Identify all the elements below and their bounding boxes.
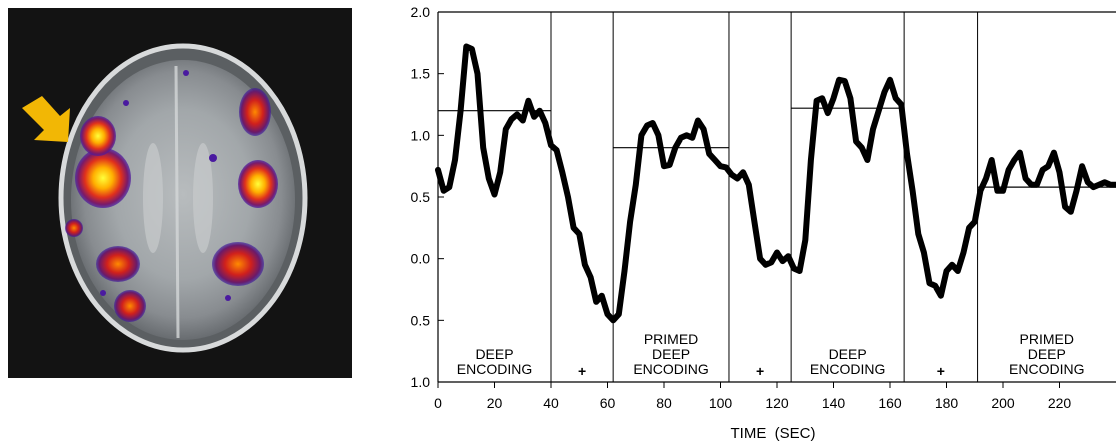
x-axis: 0 20 40 60 80 100 120 140 160 180 200 220 bbox=[434, 382, 1071, 411]
condition-label: PRIMED bbox=[1020, 331, 1074, 347]
condition-label: ENCODING bbox=[457, 361, 532, 377]
y-tick-label: 0.5 bbox=[411, 312, 431, 328]
x-tick-label: 160 bbox=[878, 395, 902, 411]
activation-blob bbox=[80, 116, 116, 156]
activation-blob bbox=[239, 88, 271, 136]
midline-fissure bbox=[174, 65, 180, 339]
y-tick-label: 0.0 bbox=[411, 251, 431, 267]
activation-speck bbox=[123, 100, 129, 106]
activation-blob bbox=[75, 148, 131, 208]
x-tick-label: 180 bbox=[935, 395, 959, 411]
y-axis: 2.0 1.5 1.0 0.5 0.0 0.5 1.0 bbox=[411, 4, 444, 390]
plot-frame bbox=[437, 11, 1116, 383]
y-tick-label: 1.0 bbox=[411, 374, 431, 390]
x-tick-label: 120 bbox=[765, 395, 789, 411]
right-ventricle bbox=[193, 143, 213, 253]
x-tick-label: 20 bbox=[487, 395, 503, 411]
condition-label: PRIMED bbox=[644, 331, 698, 347]
condition-label: + bbox=[578, 363, 586, 379]
condition-label: + bbox=[937, 363, 945, 379]
y-tick-label: 1.0 bbox=[411, 127, 431, 143]
activation-blob bbox=[238, 160, 278, 208]
series-line bbox=[435, 43, 1116, 324]
y-tick-label: 0.5 bbox=[411, 189, 431, 205]
brain-scan-image bbox=[8, 8, 352, 378]
condition-label: ENCODING bbox=[633, 361, 708, 377]
y-tick-label: 1.5 bbox=[411, 66, 431, 82]
activation-speck bbox=[100, 290, 106, 296]
condition-label: + bbox=[756, 363, 764, 379]
arrow-icon bbox=[22, 96, 70, 142]
x-tick-label: 0 bbox=[434, 395, 442, 411]
activation-blob bbox=[65, 219, 83, 237]
x-tick-label: 100 bbox=[709, 395, 733, 411]
x-axis-title: TIME (SEC) bbox=[731, 425, 816, 442]
activation-speck bbox=[183, 70, 189, 76]
condition-label: DEEP bbox=[1028, 346, 1066, 362]
x-tick-label: 60 bbox=[600, 395, 616, 411]
x-tick-label: 200 bbox=[991, 395, 1015, 411]
condition-label: DEEP bbox=[652, 346, 690, 362]
y-tick-label: 2.0 bbox=[411, 4, 431, 20]
x-tick-label: 40 bbox=[543, 395, 559, 411]
condition-label: ENCODING bbox=[1009, 361, 1084, 377]
activation-blob bbox=[96, 246, 140, 282]
condition-label: ENCODING bbox=[810, 361, 885, 377]
condition-label: DEEP bbox=[829, 346, 867, 362]
activation-blob bbox=[114, 290, 146, 322]
x-tick-label: 220 bbox=[1048, 395, 1072, 411]
condition-label: DEEP bbox=[475, 346, 513, 362]
activation-speck bbox=[209, 154, 217, 162]
left-ventricle bbox=[143, 143, 163, 253]
x-tick-label: 80 bbox=[656, 395, 672, 411]
activation-speck bbox=[225, 295, 231, 301]
x-tick-label: 140 bbox=[822, 395, 846, 411]
activation-blob bbox=[212, 242, 264, 286]
series bbox=[435, 43, 1116, 324]
